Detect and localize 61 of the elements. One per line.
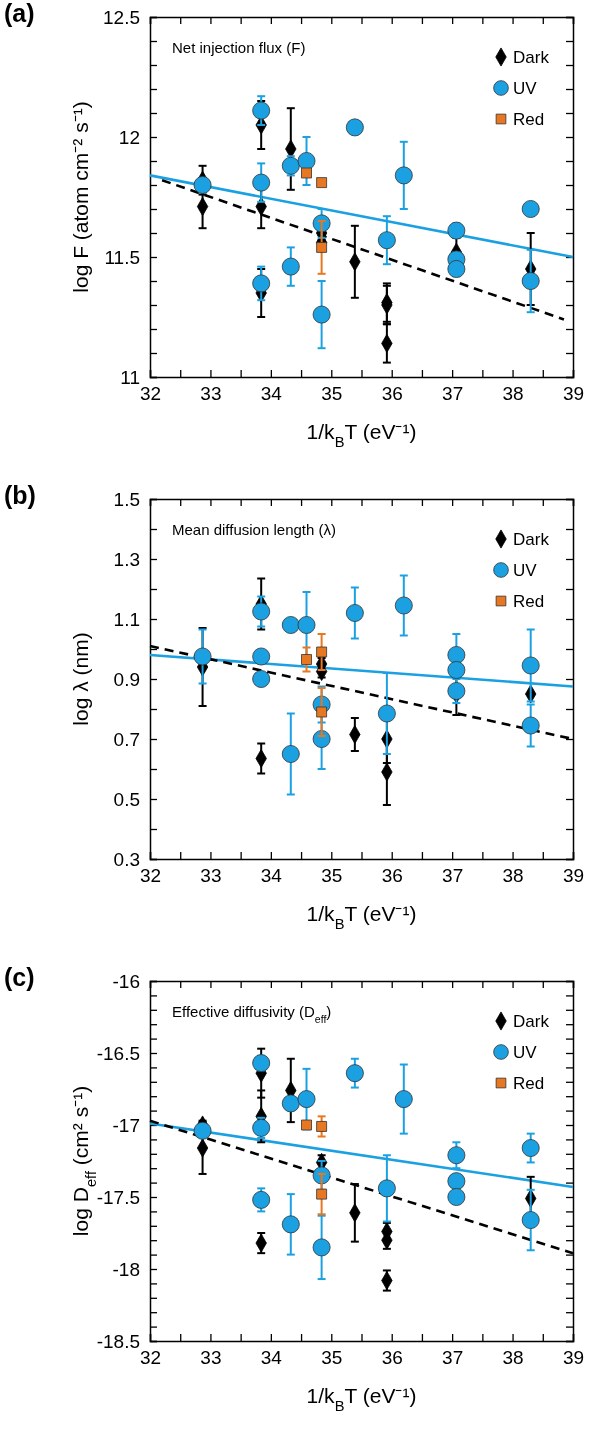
x-tick-label: 38 [502,865,524,887]
x-tick-label: 38 [502,1347,524,1369]
legend-label: Dark [513,48,550,67]
x-tick-label: 33 [200,383,222,405]
x-tick-label: 34 [260,1347,283,1369]
y-axis-title: log F (atom cm⁻² s⁻¹) [69,101,92,293]
x-axis-title: 1/k$_{B}$T (eV⁻¹) [306,902,417,932]
y-tick-label: 0.9 [113,668,140,690]
x-tick-label: 32 [139,383,162,405]
y-tick-label: 0.3 [113,848,140,870]
x-tick-label: 37 [442,383,464,405]
chart-title: (a) [4,0,35,27]
legend-label: Red [513,592,545,611]
text: Effective diffusivity (D$_{eff}$) [172,1003,332,1025]
y-tick-label: 12 [118,126,140,148]
x-tick-label: 35 [321,865,343,887]
y-tick-label: 1.3 [113,548,140,570]
y-tick-label: 12.5 [103,6,140,28]
y-tick-label: 1.5 [113,488,140,510]
legend-label: Red [513,110,545,129]
x-tick-label: 35 [321,1347,343,1369]
y-tick-label: -18.5 [96,1330,140,1352]
x-tick-label: 36 [381,865,403,887]
x-tick-label: 35 [321,383,343,405]
chart-title: (c) [4,963,35,991]
legend-label: Dark [513,1012,550,1031]
x-tick-label: 37 [442,865,464,887]
legend-label: UV [513,561,538,580]
text: Mean diffusion length (λ) [172,521,336,538]
x-tick-label: 39 [562,383,585,405]
x-axis-title: 1/k$_{B}$T (eV⁻¹) [306,1384,417,1414]
x-tick-label: 34 [260,865,283,887]
legend-label: Red [513,1074,545,1093]
y-tick-label: -16 [112,970,140,992]
x-tick-label: 38 [502,383,524,405]
y-tick-label: -17 [112,1114,140,1136]
y-axis-title: log λ (nm) [69,632,92,726]
x-tick-label: 33 [200,865,222,887]
chart-title: (b) [4,481,36,509]
x-tick-label: 37 [442,1347,464,1369]
legend-label: Dark [513,530,550,549]
x-tick-label: 32 [139,1347,162,1369]
x-tick-label: 36 [381,383,403,405]
y-tick-label: 0.5 [113,788,140,810]
x-tick-label: 34 [260,383,283,405]
y-tick-label: -16.5 [96,1042,140,1064]
y-tick-label: 0.7 [113,728,140,750]
legend-label: UV [513,1043,538,1062]
x-tick-label: 33 [200,1347,222,1369]
x-tick-label: 32 [139,865,162,887]
y-tick-label: -18 [112,1258,140,1280]
y-tick-label: -17.5 [96,1186,140,1208]
y-tick-label: 1.1 [113,608,140,630]
text: Net injection flux (F) [172,39,306,56]
x-tick-label: 36 [381,1347,403,1369]
x-tick-label: 39 [562,865,585,887]
x-axis-title: 1/k$_{B}$T (eV⁻¹) [306,420,417,450]
legend-label: UV [513,79,538,98]
y-tick-label: 11 [120,366,140,388]
x-tick-label: 39 [562,1347,585,1369]
y-tick-label: 11.5 [104,246,140,268]
